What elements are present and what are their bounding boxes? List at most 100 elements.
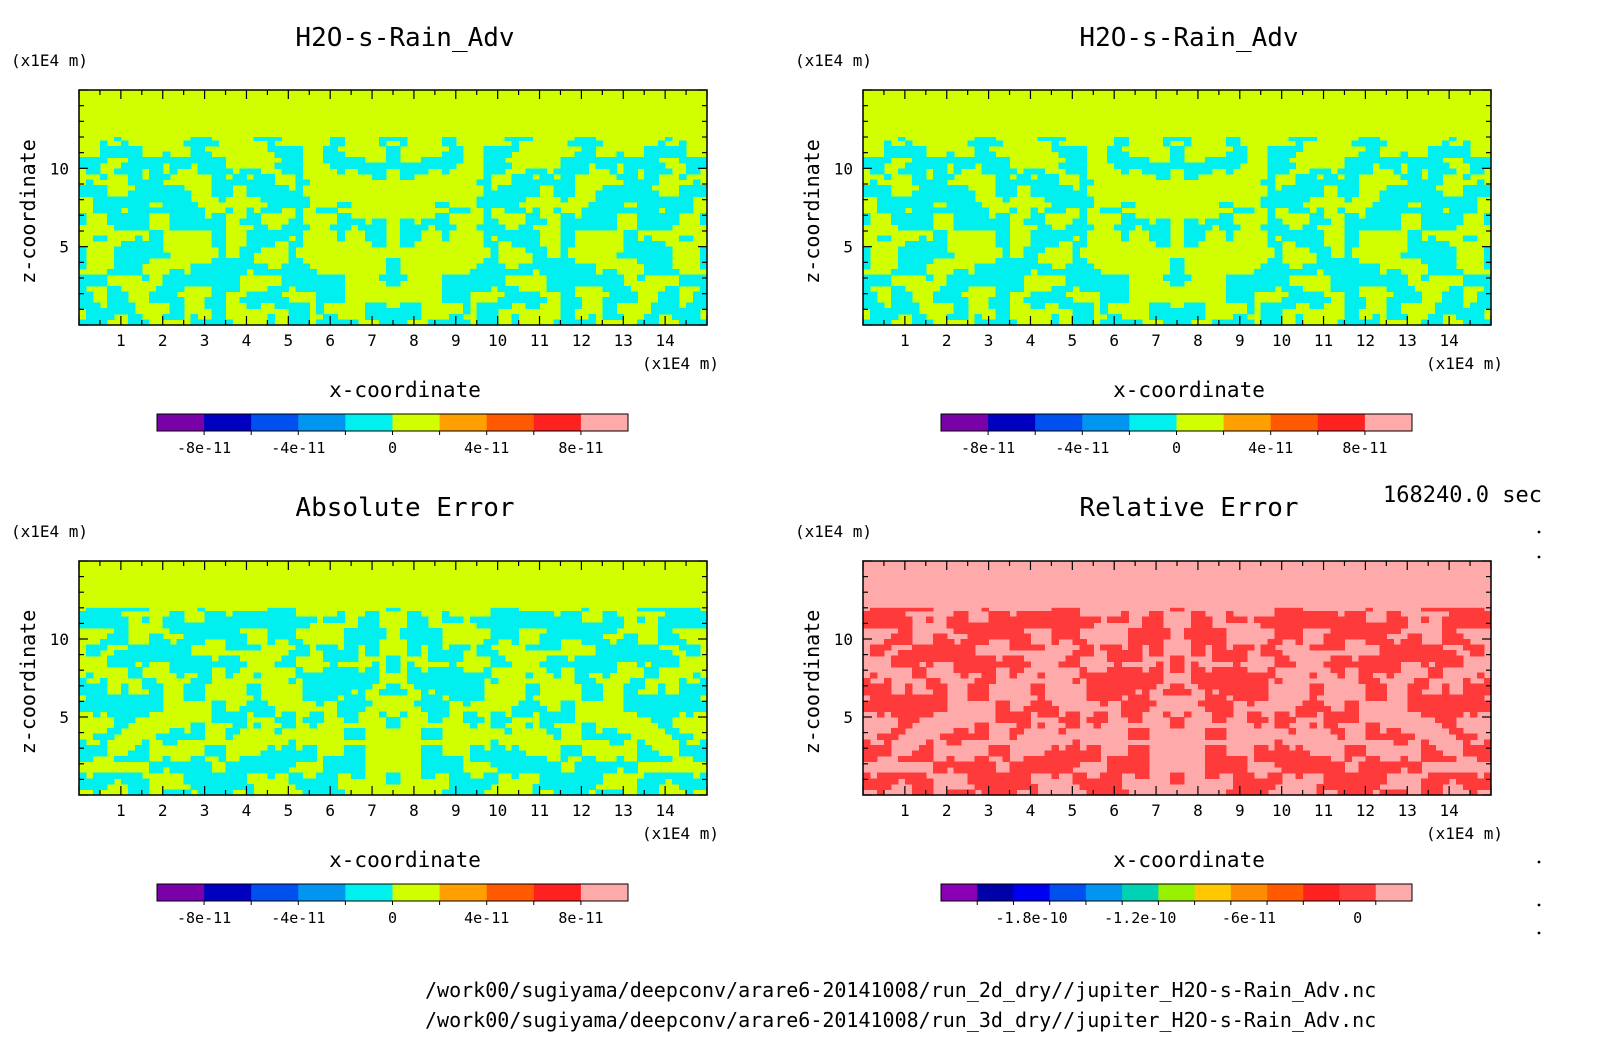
- field-cell: [1470, 319, 1478, 326]
- field-cell: [651, 168, 659, 175]
- field-cell: [323, 207, 331, 214]
- field-cell: [1190, 162, 1199, 169]
- field-cell: [1344, 633, 1353, 640]
- field-cell: [134, 190, 143, 197]
- field-cell: [1281, 201, 1290, 209]
- field-cell: [518, 235, 527, 242]
- field-cell: [1016, 280, 1025, 287]
- field-cell: [686, 235, 694, 242]
- field-cell: [525, 269, 534, 276]
- field-cell: [274, 627, 282, 635]
- field-cell: [1107, 207, 1115, 214]
- field-cell: [616, 297, 624, 304]
- field-cell: [904, 140, 913, 147]
- field-cell: [1344, 162, 1353, 169]
- field-cell: [651, 319, 659, 326]
- field-cell: [546, 778, 555, 785]
- field-cell: [616, 157, 624, 164]
- field-cell: [988, 218, 997, 225]
- field-cell: [988, 622, 997, 629]
- field-cell: [99, 639, 108, 646]
- field-cell: [1463, 173, 1471, 181]
- field-cell: [1288, 302, 1297, 309]
- field-cell: [190, 319, 199, 326]
- field-cell: [225, 269, 234, 276]
- field-cell: [630, 229, 638, 237]
- field-cell: [1121, 611, 1129, 618]
- field-cell: [616, 761, 624, 768]
- field-cell: [120, 772, 129, 779]
- field-cell: [337, 235, 345, 242]
- field-cell: [420, 622, 429, 629]
- field-cell: [85, 313, 94, 321]
- field-cell: [553, 661, 562, 668]
- field-cell: [316, 274, 324, 281]
- field-cell: [1407, 190, 1415, 197]
- field-cell: [644, 218, 652, 225]
- field-cell: [1456, 633, 1464, 640]
- field-cell: [1414, 185, 1422, 192]
- field-cell: [1142, 616, 1150, 623]
- field-cell: [1400, 616, 1408, 623]
- field-cell: [372, 633, 380, 640]
- field-cell: [274, 291, 282, 298]
- field-cell: [399, 134, 408, 141]
- field-cell: [1044, 173, 1052, 181]
- field-cell: [588, 224, 596, 231]
- field-cell: [1428, 173, 1436, 181]
- field-cell: [946, 207, 955, 214]
- field-cell: [1072, 151, 1080, 158]
- field-cell: [1337, 257, 1346, 265]
- field-cell: [588, 722, 596, 729]
- field-cell: [1302, 241, 1311, 248]
- field-cell: [1372, 201, 1380, 209]
- field-cell: [518, 134, 527, 141]
- field-cell: [211, 750, 220, 757]
- field-cell: [225, 789, 234, 796]
- field-cell: [365, 622, 373, 629]
- field-cell: [427, 650, 436, 657]
- field-cell: [553, 633, 562, 640]
- field-cell: [1463, 308, 1471, 315]
- field-cell: [560, 218, 569, 225]
- field-cell: [1316, 291, 1325, 298]
- field-cell: [995, 168, 1004, 175]
- field-cell: [869, 319, 878, 326]
- field-cell: [679, 689, 687, 696]
- field-cell: [455, 689, 464, 696]
- field-cell: [1372, 134, 1380, 141]
- field-cell: [162, 252, 171, 259]
- field-cell: [995, 302, 1004, 309]
- field-cell: [644, 173, 652, 181]
- field-cell: [1107, 157, 1115, 164]
- field-cell: [148, 235, 157, 242]
- field-cell: [1386, 269, 1394, 276]
- field-cell: [581, 145, 589, 153]
- field-cell: [651, 246, 659, 253]
- field-cell: [183, 633, 192, 640]
- field-cell: [288, 263, 296, 270]
- field-cell: [246, 252, 255, 259]
- field-cell: [232, 173, 241, 181]
- field-cell: [497, 616, 506, 623]
- field-cell: [441, 767, 450, 774]
- field-cell: [1086, 280, 1094, 287]
- field-cell: [316, 694, 324, 701]
- field-cell: [911, 302, 920, 309]
- field-cell: [351, 728, 359, 735]
- field-cell: [504, 622, 513, 629]
- field-cell: [267, 616, 275, 623]
- field-cell: [1183, 627, 1192, 635]
- field-cell: [518, 190, 527, 197]
- field-cell: [1086, 622, 1094, 629]
- field-cell: [351, 633, 359, 640]
- field-cell: [539, 778, 548, 785]
- field-cell: [120, 168, 129, 175]
- field-cell: [441, 297, 450, 304]
- field-cell: [1344, 173, 1353, 181]
- field-cell: [190, 728, 199, 735]
- field-cell: [693, 185, 701, 192]
- field-cell: [127, 750, 136, 757]
- field-cell: [1442, 168, 1450, 175]
- field-cell: [1156, 308, 1164, 315]
